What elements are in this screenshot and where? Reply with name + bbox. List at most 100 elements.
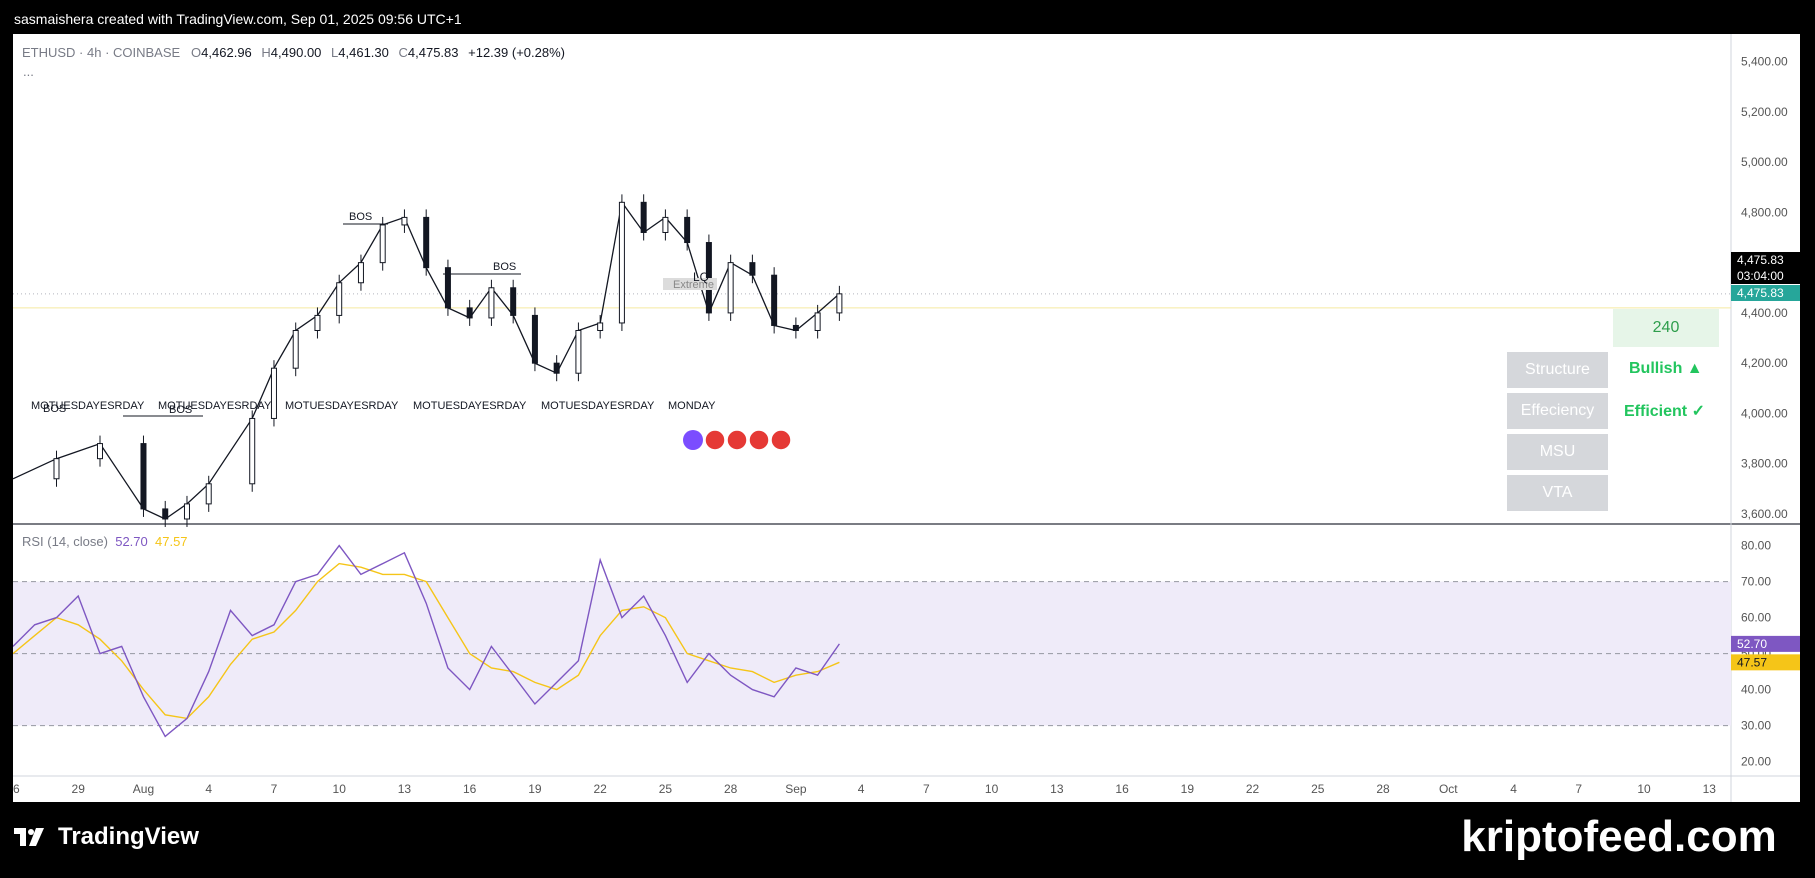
day-label-overlap: MOTUESDAYESRDAY — [158, 400, 272, 412]
extreme-label: Extreme — [673, 279, 714, 291]
candle[interactable] — [705, 242, 712, 314]
time-tick-label: Aug — [133, 782, 154, 796]
open-value: 4,462.96 — [201, 45, 252, 60]
candle[interactable] — [618, 201, 625, 324]
candle[interactable] — [510, 287, 517, 316]
candle[interactable] — [292, 329, 299, 369]
rsi-value-badge: 52.70 — [1737, 637, 1767, 651]
us-flag-icon[interactable] — [704, 429, 726, 451]
us-flag-icon[interactable] — [770, 429, 792, 451]
rsi-value-badge-bg — [1731, 635, 1800, 652]
price-tick-label: 4,400.00 — [1741, 306, 1788, 320]
time-tick-label: 25 — [659, 782, 673, 796]
time-tick-label: 19 — [1181, 782, 1195, 796]
high-label: H — [261, 45, 271, 60]
candle[interactable] — [423, 216, 430, 269]
bos-label-2: BOS — [349, 211, 372, 223]
candle[interactable] — [53, 458, 60, 480]
candle[interactable] — [814, 312, 821, 331]
candle[interactable] — [684, 216, 691, 244]
price-tick-label: 3,600.00 — [1741, 507, 1788, 521]
time-tick-label: 16 — [463, 782, 477, 796]
candle[interactable] — [357, 262, 364, 284]
rsi-legend: RSI (14, close) 52.70 47.57 — [22, 534, 188, 549]
candle[interactable] — [792, 324, 799, 331]
time-tick-label: 7 — [923, 782, 930, 796]
candle[interactable] — [531, 314, 538, 364]
extreme-box — [663, 278, 717, 290]
candle[interactable] — [314, 314, 321, 331]
candle[interactable] — [771, 274, 778, 326]
earnings-icon[interactable] — [683, 430, 703, 450]
candle[interactable] — [401, 216, 408, 226]
last-price-badge-bg — [1731, 252, 1800, 268]
price-tick-label: 3,800.00 — [1741, 457, 1788, 471]
us-flag-icon[interactable] — [726, 429, 748, 451]
lq-label: LQ — [693, 270, 709, 284]
chart-canvas[interactable]: 5,400.005,200.005,000.004,800.004,600.00… — [13, 34, 1800, 802]
count-box: 240 — [1613, 309, 1719, 347]
day-label-overlap: MOTUESDAYESRDAY — [31, 400, 145, 412]
last-price-badge: 4,475.83 — [1737, 253, 1784, 267]
candle[interactable] — [466, 307, 473, 319]
time-tick-label: 26 — [13, 782, 20, 796]
candle[interactable] — [488, 287, 495, 319]
bos-label-3: BOS — [169, 404, 192, 416]
symbol-name: ETHUSD · 4h · COINBASE — [22, 45, 181, 60]
efficiency-value: Efficient ✓ — [1624, 403, 1705, 420]
bos-label-1: BOS — [493, 261, 516, 273]
time-tick-label: 22 — [1246, 782, 1260, 796]
vta-button[interactable]: VTA — [1507, 475, 1608, 511]
candle[interactable] — [640, 201, 647, 233]
time-tick-label: 22 — [593, 782, 607, 796]
open-label: O — [191, 45, 202, 60]
candle[interactable] — [662, 216, 669, 233]
price-tick-label: 4,200.00 — [1741, 356, 1788, 370]
event-icons[interactable] — [683, 429, 792, 451]
time-tick-label: 10 — [333, 782, 347, 796]
candle[interactable] — [140, 443, 147, 510]
candle[interactable] — [379, 224, 386, 264]
candle[interactable] — [727, 262, 734, 314]
time-tick-label: 16 — [1115, 782, 1129, 796]
candle[interactable] — [749, 262, 756, 276]
candle[interactable] — [575, 329, 582, 374]
candle[interactable] — [162, 508, 169, 520]
candle[interactable] — [183, 503, 190, 520]
candle[interactable] — [336, 282, 343, 316]
candle[interactable] — [553, 362, 560, 374]
time-tick-label: 4 — [1510, 782, 1517, 796]
candle[interactable] — [96, 443, 103, 460]
day-label-monday: MONDAY — [668, 400, 716, 412]
structure-button[interactable]: Structure — [1507, 352, 1608, 388]
msu-button[interactable]: MSU — [1507, 434, 1608, 470]
time-tick-label: Oct — [1439, 782, 1458, 796]
alt-price-badge-bg — [1731, 285, 1800, 301]
candle[interactable] — [205, 483, 212, 505]
time-tick-label: 28 — [1376, 782, 1390, 796]
day-label-overlap: MOTUESDAYESRDAY — [541, 400, 655, 412]
rsi-line — [13, 544, 840, 738]
price-tick-label: 4,800.00 — [1741, 205, 1788, 219]
time-tick-label: 10 — [985, 782, 999, 796]
time-tick-label: 28 — [724, 782, 738, 796]
alt-price-badge: 4,475.83 — [1737, 286, 1784, 300]
efficiency-button[interactable]: Effeciency — [1507, 393, 1608, 429]
rsi-tick-label: 70.00 — [1741, 575, 1771, 589]
more-button[interactable]: ... — [23, 64, 34, 79]
candle[interactable] — [836, 293, 843, 314]
chart-panel: 5,400.005,200.005,000.004,800.004,600.00… — [13, 34, 1800, 802]
rsi-tick-label: 80.00 — [1741, 539, 1771, 553]
us-flag-icon[interactable] — [748, 429, 770, 451]
rsi-tick-label: 40.00 — [1741, 683, 1771, 697]
candle[interactable] — [597, 322, 604, 331]
countdown-badge: 03:04:00 — [1737, 269, 1784, 283]
time-tick-label: 4 — [205, 782, 212, 796]
rsi-tick-label: 20.00 — [1741, 755, 1771, 769]
candle[interactable] — [249, 417, 256, 485]
candle[interactable] — [270, 367, 277, 419]
time-tick-label: 7 — [271, 782, 278, 796]
candle[interactable] — [444, 267, 451, 309]
time-tick-label: 25 — [1311, 782, 1325, 796]
